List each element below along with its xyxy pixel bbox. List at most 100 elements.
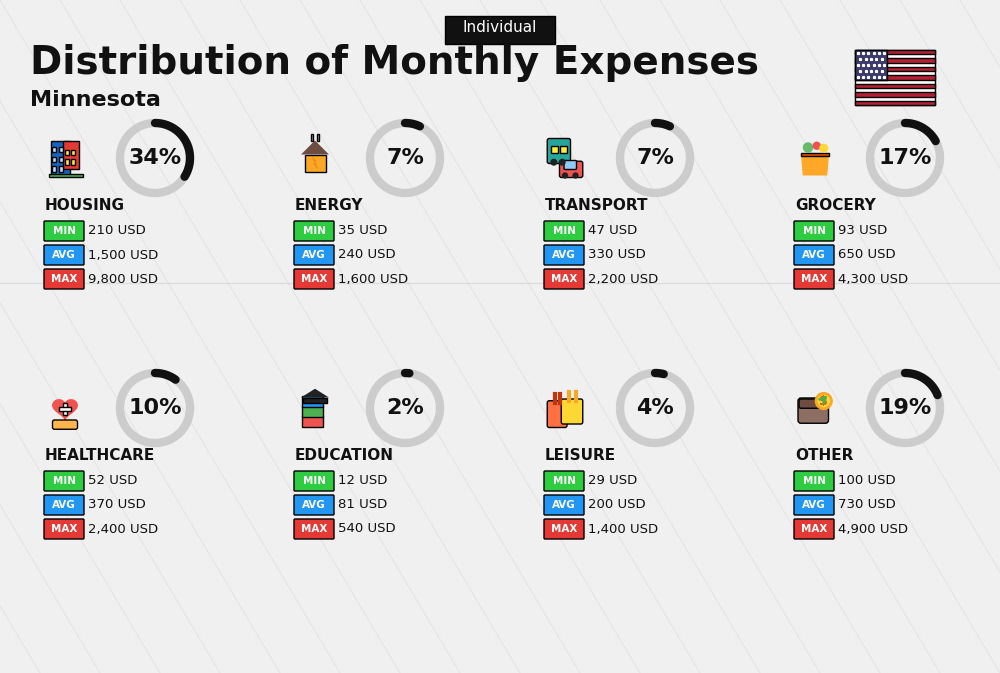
FancyBboxPatch shape	[564, 160, 576, 170]
FancyBboxPatch shape	[52, 420, 78, 429]
FancyBboxPatch shape	[544, 495, 584, 515]
FancyBboxPatch shape	[544, 519, 584, 539]
Text: 9,800 USD: 9,800 USD	[88, 273, 158, 285]
FancyBboxPatch shape	[547, 400, 567, 427]
FancyBboxPatch shape	[855, 67, 935, 71]
FancyBboxPatch shape	[855, 75, 935, 79]
Text: 34%: 34%	[128, 148, 182, 168]
FancyBboxPatch shape	[49, 174, 82, 177]
Text: MAX: MAX	[301, 274, 327, 284]
Text: MAX: MAX	[801, 274, 827, 284]
Text: 730 USD: 730 USD	[838, 499, 896, 511]
Text: AVG: AVG	[802, 500, 826, 510]
Polygon shape	[301, 141, 329, 155]
FancyBboxPatch shape	[801, 153, 829, 156]
Text: MAX: MAX	[551, 274, 577, 284]
Text: MIN: MIN	[52, 476, 76, 486]
Text: 100 USD: 100 USD	[838, 474, 896, 487]
FancyBboxPatch shape	[59, 147, 63, 152]
FancyBboxPatch shape	[59, 166, 63, 172]
FancyBboxPatch shape	[799, 399, 828, 409]
Text: MIN: MIN	[302, 476, 326, 486]
Text: AVG: AVG	[802, 250, 826, 260]
FancyBboxPatch shape	[71, 149, 75, 155]
Text: 210 USD: 210 USD	[88, 225, 146, 238]
FancyBboxPatch shape	[302, 416, 323, 427]
Circle shape	[559, 159, 566, 166]
Text: LEISURE: LEISURE	[545, 448, 616, 462]
Text: 29 USD: 29 USD	[588, 474, 637, 487]
FancyBboxPatch shape	[311, 133, 313, 141]
FancyBboxPatch shape	[44, 471, 84, 491]
FancyBboxPatch shape	[551, 146, 558, 153]
Text: MIN: MIN	[302, 226, 326, 236]
FancyBboxPatch shape	[561, 399, 583, 424]
Text: 7%: 7%	[636, 148, 674, 168]
FancyBboxPatch shape	[302, 396, 323, 407]
FancyBboxPatch shape	[51, 141, 70, 176]
Text: 19%: 19%	[878, 398, 932, 418]
Text: GROCERY: GROCERY	[795, 197, 876, 213]
FancyBboxPatch shape	[304, 155, 326, 172]
Text: MIN: MIN	[802, 226, 826, 236]
Text: HEALTHCARE: HEALTHCARE	[45, 448, 155, 462]
FancyBboxPatch shape	[65, 149, 68, 155]
FancyBboxPatch shape	[544, 269, 584, 289]
Text: HOUSING: HOUSING	[45, 197, 125, 213]
Text: 10%: 10%	[128, 398, 182, 418]
FancyBboxPatch shape	[855, 50, 887, 79]
FancyBboxPatch shape	[44, 269, 84, 289]
Text: 93 USD: 93 USD	[838, 225, 887, 238]
FancyBboxPatch shape	[59, 406, 71, 411]
FancyBboxPatch shape	[294, 221, 334, 241]
FancyBboxPatch shape	[855, 101, 935, 105]
Text: AVG: AVG	[52, 500, 76, 510]
Text: EDUCATION: EDUCATION	[295, 448, 394, 462]
FancyBboxPatch shape	[798, 398, 828, 423]
FancyBboxPatch shape	[294, 269, 334, 289]
FancyBboxPatch shape	[544, 221, 584, 241]
Text: AVG: AVG	[302, 500, 326, 510]
Text: AVG: AVG	[552, 250, 576, 260]
FancyBboxPatch shape	[52, 166, 56, 172]
FancyBboxPatch shape	[59, 157, 63, 162]
Text: 4%: 4%	[636, 398, 674, 418]
Text: 650 USD: 650 USD	[838, 248, 896, 262]
Circle shape	[550, 159, 557, 166]
FancyBboxPatch shape	[294, 245, 334, 265]
FancyBboxPatch shape	[544, 245, 584, 265]
FancyBboxPatch shape	[794, 495, 834, 515]
FancyBboxPatch shape	[44, 221, 84, 241]
FancyBboxPatch shape	[855, 50, 935, 55]
FancyBboxPatch shape	[544, 471, 584, 491]
Text: 200 USD: 200 USD	[588, 499, 646, 511]
FancyBboxPatch shape	[63, 402, 67, 415]
Text: 2,200 USD: 2,200 USD	[588, 273, 658, 285]
Text: 240 USD: 240 USD	[338, 248, 396, 262]
Text: 81 USD: 81 USD	[338, 499, 387, 511]
FancyBboxPatch shape	[294, 519, 334, 539]
FancyBboxPatch shape	[44, 245, 84, 265]
Text: MAX: MAX	[801, 524, 827, 534]
Text: MAX: MAX	[51, 274, 77, 284]
Text: MIN: MIN	[802, 476, 826, 486]
Text: AVG: AVG	[52, 250, 76, 260]
Text: MAX: MAX	[51, 524, 77, 534]
FancyBboxPatch shape	[445, 16, 555, 44]
FancyBboxPatch shape	[52, 157, 56, 162]
Text: OTHER: OTHER	[795, 448, 853, 462]
Text: 12 USD: 12 USD	[338, 474, 387, 487]
Text: MIN: MIN	[552, 226, 576, 236]
Polygon shape	[301, 389, 329, 398]
Text: 4,300 USD: 4,300 USD	[838, 273, 908, 285]
FancyBboxPatch shape	[855, 59, 935, 63]
Text: Individual: Individual	[463, 20, 537, 36]
Circle shape	[803, 142, 813, 153]
Text: 52 USD: 52 USD	[88, 474, 137, 487]
FancyBboxPatch shape	[794, 471, 834, 491]
FancyBboxPatch shape	[44, 495, 84, 515]
Text: 1,500 USD: 1,500 USD	[88, 248, 158, 262]
Text: 370 USD: 370 USD	[88, 499, 146, 511]
Text: MAX: MAX	[301, 524, 327, 534]
FancyBboxPatch shape	[560, 162, 583, 178]
